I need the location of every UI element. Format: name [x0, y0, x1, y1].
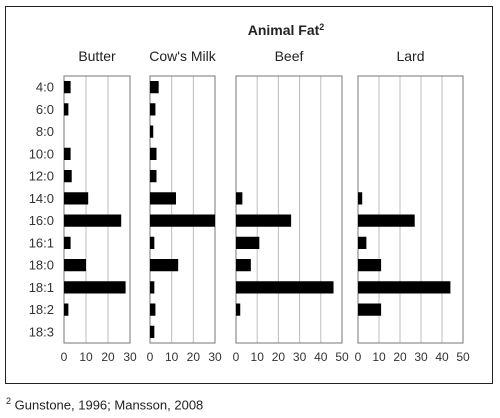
- category-label: 18:3: [29, 324, 54, 339]
- tick-label: 10: [165, 350, 179, 364]
- tick-label: 40: [314, 350, 328, 364]
- bar: [236, 303, 241, 316]
- footnote-text: Gunstone, 1996; Mansson, 2008: [14, 397, 204, 413]
- bar: [236, 236, 260, 249]
- bar: [64, 103, 69, 116]
- panel: 0 10 20 30 Cow's Milk: [147, 48, 222, 364]
- bar: [150, 281, 155, 294]
- panel-title: Beef: [275, 48, 304, 64]
- tick-label: 50: [456, 350, 470, 364]
- tick-label: 30: [208, 350, 222, 364]
- bar: [64, 281, 126, 294]
- bar: [64, 214, 122, 227]
- category-label: 4:0: [36, 80, 54, 95]
- bar: [150, 236, 155, 249]
- tick-label: 20: [393, 350, 407, 364]
- bar: [358, 192, 363, 205]
- bar: [358, 214, 415, 227]
- bar: [64, 170, 72, 183]
- category-label: 18:0: [29, 258, 54, 273]
- category-label: 18:1: [29, 280, 54, 295]
- tick-label: 0: [233, 350, 240, 364]
- tick-label: 50: [335, 350, 349, 364]
- panel-title: Lard: [396, 48, 424, 64]
- tick-label: 20: [101, 350, 115, 364]
- panel-border: [149, 75, 216, 344]
- panel-border: [235, 75, 343, 344]
- panel-title: Butter: [78, 48, 116, 64]
- category-label: 8:0: [36, 124, 54, 139]
- bar: [236, 214, 292, 227]
- bar: [64, 259, 86, 272]
- tick-label: 20: [272, 350, 286, 364]
- bar: [64, 236, 71, 249]
- bar: [358, 303, 382, 316]
- category-label: 6:0: [36, 102, 54, 117]
- tick-label: 10: [372, 350, 386, 364]
- footnote-marker: 2: [6, 396, 12, 406]
- tick-label: 30: [414, 350, 428, 364]
- tick-label: 20: [187, 350, 201, 364]
- panel-border: [63, 75, 131, 344]
- panel: 0 10 20 30 40 50 Lard: [355, 48, 470, 364]
- bar: [358, 236, 367, 249]
- footnote: 2 Gunstone, 1996; Mansson, 2008: [6, 396, 203, 412]
- category-label: 12:0: [29, 169, 54, 184]
- bar: [150, 303, 156, 316]
- bar: [150, 325, 155, 338]
- tick-label: 10: [251, 350, 265, 364]
- tick-label: 0: [61, 350, 68, 364]
- category-labels: 4:0 6:0 8:0 10:0 12:0 14:0 16:0 16:1 18:0 18:1 18:…: [29, 80, 54, 340]
- bar: [150, 192, 176, 205]
- bar: [150, 214, 215, 227]
- category-label: 16:1: [29, 235, 54, 250]
- bar: [150, 125, 154, 138]
- bar: [358, 281, 451, 294]
- bar: [236, 259, 251, 272]
- panel: 0 10 20 30 40 50 Beef: [233, 48, 349, 364]
- tick-label: 30: [123, 350, 137, 364]
- panel-title: Cow's Milk: [149, 48, 216, 64]
- bar: [236, 281, 334, 294]
- category-label: 18:2: [29, 302, 54, 317]
- bar: [64, 81, 71, 94]
- chart-frame: [5, 6, 493, 384]
- bar: [64, 147, 71, 160]
- category-label: 16:0: [29, 213, 54, 228]
- tick-label: 10: [79, 350, 93, 364]
- chart-panels: 0 10 20 30 Butter 0 10 20 30 Cow's Milk 0 10 20 30 40 5…: [61, 48, 470, 364]
- category-label: 14:0: [29, 191, 54, 206]
- panel-border: [357, 75, 464, 344]
- bar: [64, 192, 89, 205]
- panel: 0 10 20 30 Butter: [61, 48, 137, 364]
- category-label: 10:0: [29, 146, 54, 161]
- bar: [150, 259, 179, 272]
- bar: [150, 170, 157, 183]
- tick-label: 0: [147, 350, 154, 364]
- bar: [64, 303, 69, 316]
- tick-label: 30: [293, 350, 307, 364]
- bar: [150, 147, 157, 160]
- bar: [150, 81, 159, 94]
- bar: [236, 192, 243, 205]
- bar: [358, 259, 382, 272]
- chart-title: Animal Fat2: [248, 22, 325, 38]
- tick-label: 40: [435, 350, 449, 364]
- tick-label: 0: [355, 350, 362, 364]
- bar: [150, 103, 156, 116]
